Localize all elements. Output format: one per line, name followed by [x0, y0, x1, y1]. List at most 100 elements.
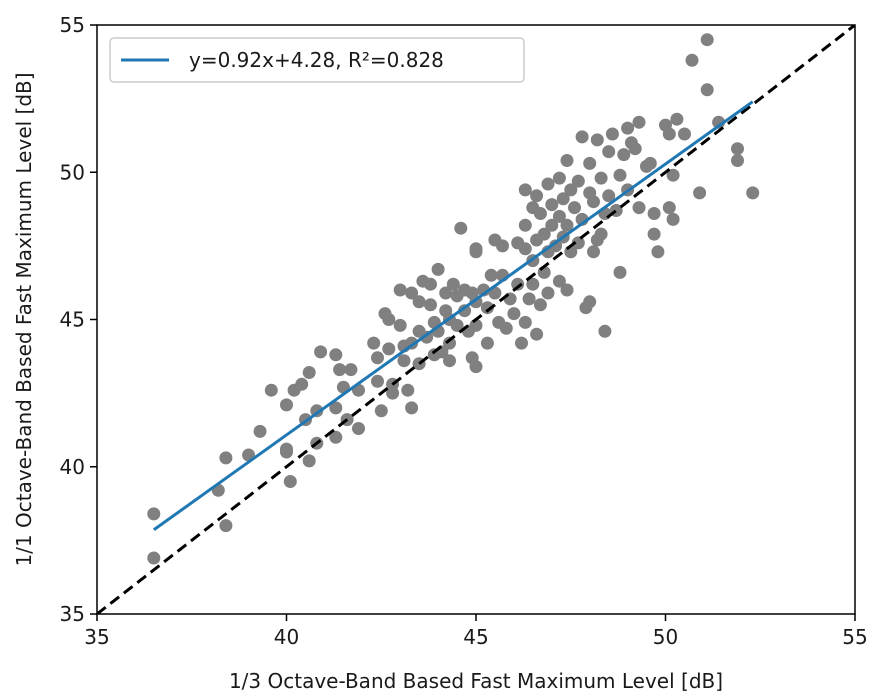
data-point: [678, 127, 691, 141]
data-point: [374, 404, 388, 418]
data-point: [454, 221, 468, 235]
data-point: [515, 336, 528, 350]
y-tick-label: 35: [60, 602, 85, 626]
data-point: [424, 277, 437, 291]
data-point: [700, 83, 714, 97]
data-point: [382, 342, 396, 356]
data-point: [469, 360, 483, 374]
data-point: [552, 274, 566, 288]
data-point: [662, 201, 676, 215]
x-tick-label: 35: [84, 625, 109, 649]
data-point: [371, 351, 384, 365]
data-point: [533, 298, 547, 312]
data-point: [302, 366, 316, 379]
x-tick-label: 45: [463, 625, 488, 649]
data-point: [507, 307, 521, 321]
data-point: [568, 201, 581, 215]
data-point: [549, 239, 563, 253]
data-point: [496, 239, 509, 253]
data-point: [295, 377, 309, 391]
data-point: [598, 324, 612, 338]
data-point: [613, 168, 627, 182]
data-point: [253, 424, 267, 438]
data-point: [556, 192, 570, 206]
data-point: [302, 454, 316, 468]
data-point: [371, 374, 384, 388]
data-point: [443, 336, 456, 350]
y-axis-label: 1/1 Octave-Band Based Fast Maximum Level…: [12, 72, 36, 566]
data-point: [666, 212, 680, 226]
data-point: [522, 292, 536, 306]
data-point: [693, 186, 707, 200]
data-point: [511, 277, 525, 291]
data-point: [530, 327, 544, 341]
data-point: [344, 363, 358, 377]
data-point: [564, 183, 578, 197]
data-point: [731, 154, 744, 167]
data-point: [469, 318, 483, 332]
data-point: [602, 189, 616, 203]
y-tick-label: 50: [60, 160, 85, 184]
data-point: [382, 313, 396, 326]
data-point: [443, 354, 456, 368]
x-axis-label: 1/3 Octave-Band Based Fast Maximum Level…: [229, 669, 723, 693]
data-point: [329, 430, 343, 444]
data-point: [219, 519, 233, 533]
data-point: [632, 115, 646, 129]
data-point: [469, 245, 483, 259]
data-point: [571, 174, 585, 188]
legend: y=0.92x+4.28, R²=0.828: [109, 37, 525, 83]
data-point: [632, 201, 646, 215]
data-point: [571, 236, 585, 250]
data-point: [643, 156, 657, 170]
data-point: [518, 218, 532, 232]
data-point: [530, 189, 544, 203]
data-point: [518, 242, 532, 256]
y-tick-label: 55: [60, 13, 85, 37]
data-point: [594, 227, 608, 241]
x-tick-label: 40: [274, 625, 299, 649]
data-point: [670, 112, 684, 126]
data-point: [405, 401, 419, 415]
data-point: [552, 171, 566, 185]
data-point: [264, 383, 278, 397]
data-point: [602, 145, 616, 159]
data-point: [219, 451, 233, 465]
data-point: [499, 321, 513, 335]
data-point: [700, 33, 714, 47]
data-point: [560, 218, 574, 232]
data-point: [541, 286, 555, 300]
data-point: [518, 183, 532, 197]
y-tick-label: 45: [60, 308, 85, 332]
data-point: [352, 422, 365, 435]
data-point: [575, 130, 589, 144]
x-axis-ticks: 35 40 45 50 55: [84, 614, 868, 649]
data-point: [647, 207, 661, 220]
data-point: [147, 507, 161, 521]
data-point: [458, 304, 472, 318]
data-point: [628, 142, 642, 156]
data-point: [583, 156, 597, 170]
data-point: [439, 286, 453, 300]
data-point: [412, 295, 426, 309]
data-point: [480, 301, 494, 315]
data-point: [393, 318, 407, 332]
data-point: [533, 207, 547, 220]
regression-fit-line: [152, 100, 754, 531]
data-point: [560, 154, 574, 167]
identity-line: [97, 25, 855, 614]
y-axis-ticks: 35 40 45 50 55: [60, 13, 97, 626]
data-point: [280, 445, 293, 459]
data-point: [685, 53, 699, 67]
data-point: [424, 298, 437, 312]
data-point: [613, 265, 627, 279]
data-point: [526, 277, 540, 291]
data-point: [147, 551, 161, 565]
data-point: [393, 283, 407, 297]
data-point: [662, 127, 676, 141]
data-point: [446, 277, 460, 291]
data-point: [621, 121, 635, 135]
data-point: [314, 345, 328, 359]
data-point: [367, 336, 381, 350]
